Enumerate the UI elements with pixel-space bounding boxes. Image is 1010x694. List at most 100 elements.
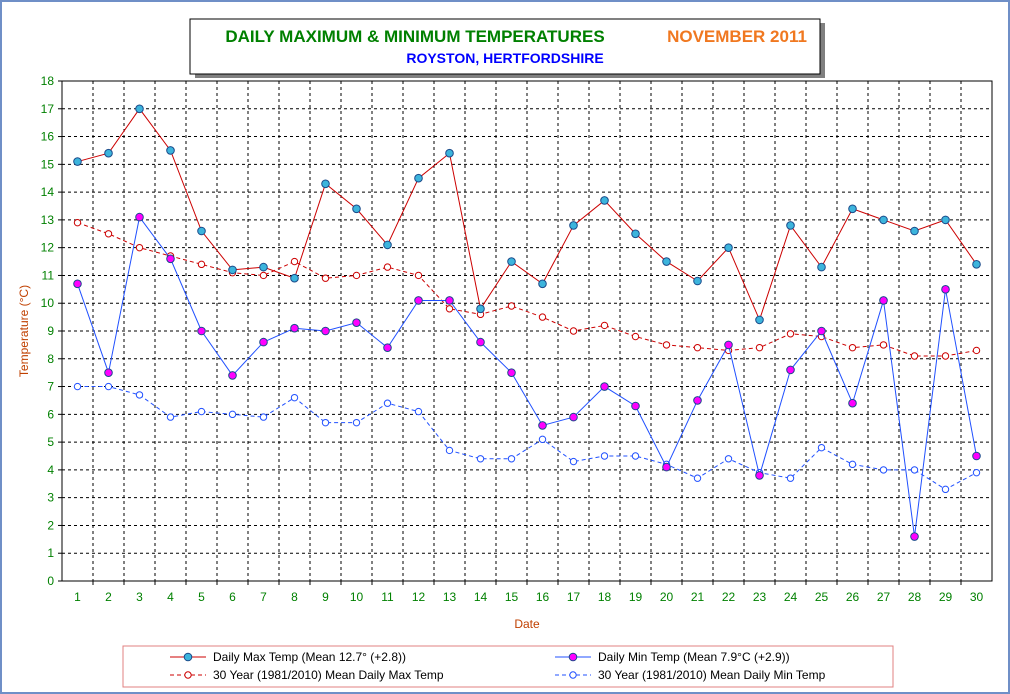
- series-3-point: [104, 382, 113, 391]
- series-3-point: [538, 435, 547, 444]
- x-tick-label: 4: [167, 590, 174, 604]
- series-1-point: [321, 326, 330, 336]
- series-2-point: [352, 271, 361, 280]
- chart-title-period: NOVEMBER 2011: [667, 27, 807, 46]
- series-3-point: [73, 382, 82, 391]
- x-tick-label: 26: [846, 590, 860, 604]
- series-0-point: [972, 260, 981, 269]
- series-0-point: [507, 257, 516, 266]
- y-tick-label: 15: [41, 157, 55, 171]
- y-axis-label: Temperature (°C): [17, 285, 31, 377]
- series-0-point: [817, 262, 826, 272]
- series-3-point: [879, 466, 888, 474]
- series-3-point: [135, 391, 144, 399]
- series-layer: [73, 104, 981, 541]
- y-tick-label: 12: [41, 241, 55, 255]
- series-0-point: [166, 146, 175, 155]
- x-tick-label: 16: [536, 590, 550, 604]
- series-0-point: [259, 262, 268, 272]
- series-1-point: [476, 337, 485, 347]
- series-3-point: [290, 393, 299, 402]
- series-2-point: [941, 352, 950, 360]
- x-tick-label: 7: [260, 590, 267, 604]
- series-2-point: [538, 313, 547, 321]
- series-3-point: [414, 407, 423, 416]
- series-0-point: [476, 304, 485, 314]
- series-2-point: [631, 332, 640, 341]
- title-box: [189, 18, 821, 75]
- series-0-point: [879, 215, 888, 225]
- series-0-point: [414, 173, 423, 183]
- y-tick-label: 8: [47, 352, 54, 366]
- y-tick-label: 4: [47, 463, 54, 477]
- x-axis-label: Date: [514, 617, 540, 631]
- series-3-point: [693, 474, 702, 482]
- series-0-point: [755, 315, 764, 325]
- x-tick-label: 14: [474, 590, 488, 604]
- x-tick-label: 18: [598, 590, 612, 604]
- series-2-point: [135, 243, 144, 252]
- series-1-point: [972, 451, 981, 461]
- y-tick-label: 10: [41, 296, 55, 310]
- y-tick-label: 2: [47, 518, 54, 532]
- series-1-point: [259, 337, 268, 347]
- series-2-point: [414, 271, 423, 280]
- y-tick-label: 17: [41, 102, 55, 116]
- series-1-point: [662, 462, 671, 472]
- series-0-point: [662, 257, 671, 266]
- series-2-point: [786, 330, 795, 338]
- x-tick-label: 22: [722, 590, 736, 604]
- x-tick-label: 20: [660, 590, 674, 604]
- series-0-point: [290, 273, 299, 283]
- series-3-point: [817, 443, 826, 452]
- series-3-point: [166, 413, 175, 421]
- x-tick-label: 9: [322, 590, 329, 604]
- series-0-point: [848, 204, 857, 214]
- x-tick-label: 6: [229, 590, 236, 604]
- x-tick-label: 17: [567, 590, 581, 604]
- series-3-point: [476, 455, 485, 463]
- series-1-point: [445, 296, 454, 305]
- series-0-point: [569, 221, 578, 230]
- legend-swatch-marker: [184, 671, 192, 679]
- series-0-point: [910, 226, 919, 236]
- series-3-point: [631, 452, 640, 460]
- series-1-point: [631, 401, 640, 411]
- chart-title: DAILY MAXIMUM & MINIMUM TEMPERATURES: [225, 27, 604, 46]
- series-1-point: [600, 382, 609, 391]
- x-tick-label: 13: [443, 590, 457, 604]
- y-tick-label: 0: [47, 574, 54, 588]
- x-tick-label: 27: [877, 590, 891, 604]
- legend-box: [122, 645, 894, 688]
- series-2-point: [755, 343, 764, 352]
- series-3-point: [600, 452, 609, 460]
- series-2-point: [383, 263, 392, 271]
- x-tick-label: 30: [970, 590, 984, 604]
- series-3-point: [197, 407, 206, 416]
- series-1-point: [910, 532, 919, 541]
- series-1-point: [352, 318, 361, 327]
- x-tick-label: 12: [412, 590, 426, 604]
- series-0-point: [135, 104, 144, 114]
- x-tick-label: 28: [908, 590, 922, 604]
- series-1-point: [73, 279, 82, 289]
- series-1-point: [755, 471, 764, 480]
- series-2-point: [507, 302, 516, 310]
- series-2-point: [972, 346, 981, 355]
- grid-lines: [62, 81, 992, 581]
- series-0-point: [73, 157, 82, 166]
- series-0-point: [445, 148, 454, 158]
- series-3-point: [445, 446, 454, 455]
- series-2-point: [693, 343, 702, 352]
- series-1-point: [817, 326, 826, 336]
- x-tick-label: 19: [629, 590, 643, 604]
- x-tick-label: 21: [691, 590, 705, 604]
- series-2-point: [104, 230, 113, 238]
- series-0-point: [383, 240, 392, 250]
- series-1-point: [166, 254, 175, 264]
- series-0-point: [693, 276, 702, 286]
- series-1-point: [941, 285, 950, 294]
- x-tick-label: 15: [505, 590, 519, 604]
- series-3-point: [352, 418, 361, 427]
